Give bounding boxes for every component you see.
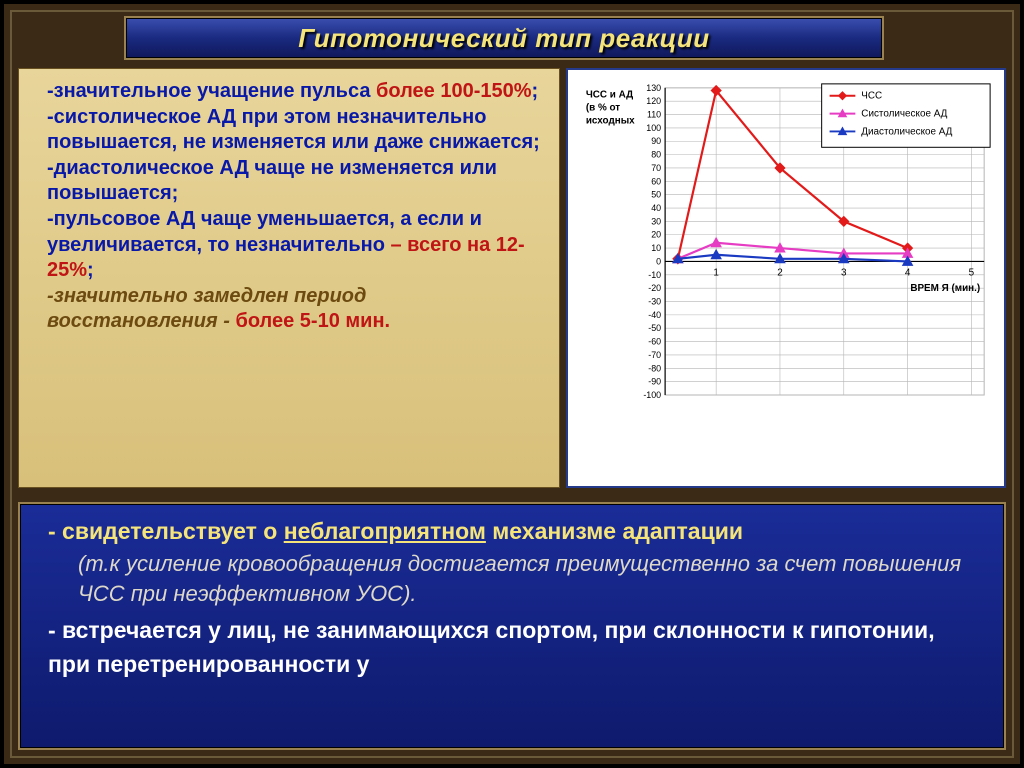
svg-text:20: 20 [651,230,661,240]
bullet-1-semi: ; [532,80,539,102]
svg-text:4: 4 [905,267,911,278]
bottom-l2: - встречается у лиц, не занимающихся спо… [48,614,976,681]
slide: Гипотонический тип реакции -значительное… [0,0,1024,768]
slide-title: Гипотонический тип реакции [298,23,709,54]
svg-text:1: 1 [713,267,719,278]
svg-text:80: 80 [651,150,661,160]
bottom-l1c: механизме адаптации [486,518,743,544]
svg-text:5: 5 [969,267,975,278]
svg-text:40: 40 [651,203,661,213]
svg-text:70: 70 [651,163,661,173]
svg-text:(в % от: (в % от [586,103,620,114]
svg-text:100: 100 [646,123,661,133]
svg-text:90: 90 [651,136,661,146]
svg-text:Систолическое АД: Систолическое АД [861,109,947,120]
svg-text:-90: -90 [648,377,661,387]
svg-text:ЧСС: ЧСС [861,91,882,102]
svg-text:130: 130 [646,83,661,93]
bullet-1-value: более 100-150% [376,80,532,102]
bullet-3: -диастолическое АД чаще не изменяется ил… [47,156,545,207]
bottom-l1a: - свидетельствует о [48,518,284,544]
svg-text:3: 3 [841,267,847,278]
bullet-4-semi: ; [87,259,94,281]
svg-text:10: 10 [651,243,661,253]
bottom-par: (т.к усиление кровообращения достигается… [78,549,976,608]
svg-text:50: 50 [651,190,661,200]
svg-text:-50: -50 [648,323,661,333]
svg-text:ЧСС и АД: ЧСС и АД [586,90,633,101]
svg-text:исходных: исходных [586,116,635,127]
chart-svg: -100-90-80-70-60-50-40-30-20-10010203040… [568,70,1004,486]
svg-text:30: 30 [651,216,661,226]
bullet-1-lead: -значительное учащение пульса [47,80,376,102]
svg-text:2: 2 [777,267,783,278]
svg-text:-100: -100 [643,390,661,400]
text-panel: -значительное учащение пульса более 100-… [18,68,560,488]
bottom-panel: - свидетельствует о неблагоприятном меха… [18,502,1006,750]
svg-text:-40: -40 [648,310,661,320]
bottom-l1b: неблагоприятном [284,518,486,544]
svg-text:0: 0 [656,256,661,266]
svg-text:-60: -60 [648,337,661,347]
title-bar: Гипотонический тип реакции [124,16,884,60]
svg-text:110: 110 [647,110,661,120]
svg-text:-20: -20 [648,283,661,293]
svg-text:-10: -10 [648,270,661,280]
svg-text:ВРЕМ Я (мин.): ВРЕМ Я (мин.) [910,283,980,294]
content-row: -значительное учащение пульса более 100-… [18,68,1006,488]
svg-text:-30: -30 [648,296,661,306]
svg-text:60: 60 [651,176,661,186]
chart-panel: -100-90-80-70-60-50-40-30-20-10010203040… [566,68,1006,488]
svg-text:120: 120 [646,96,661,106]
bullet-2: -систолическое АД при этом незначительно… [47,105,545,156]
svg-text:Диастолическое АД: Диастолическое АД [861,126,952,137]
bullet-5-value: более 5-10 мин. [235,310,390,332]
svg-text:-80: -80 [648,363,661,373]
svg-text:-70: -70 [648,350,661,360]
